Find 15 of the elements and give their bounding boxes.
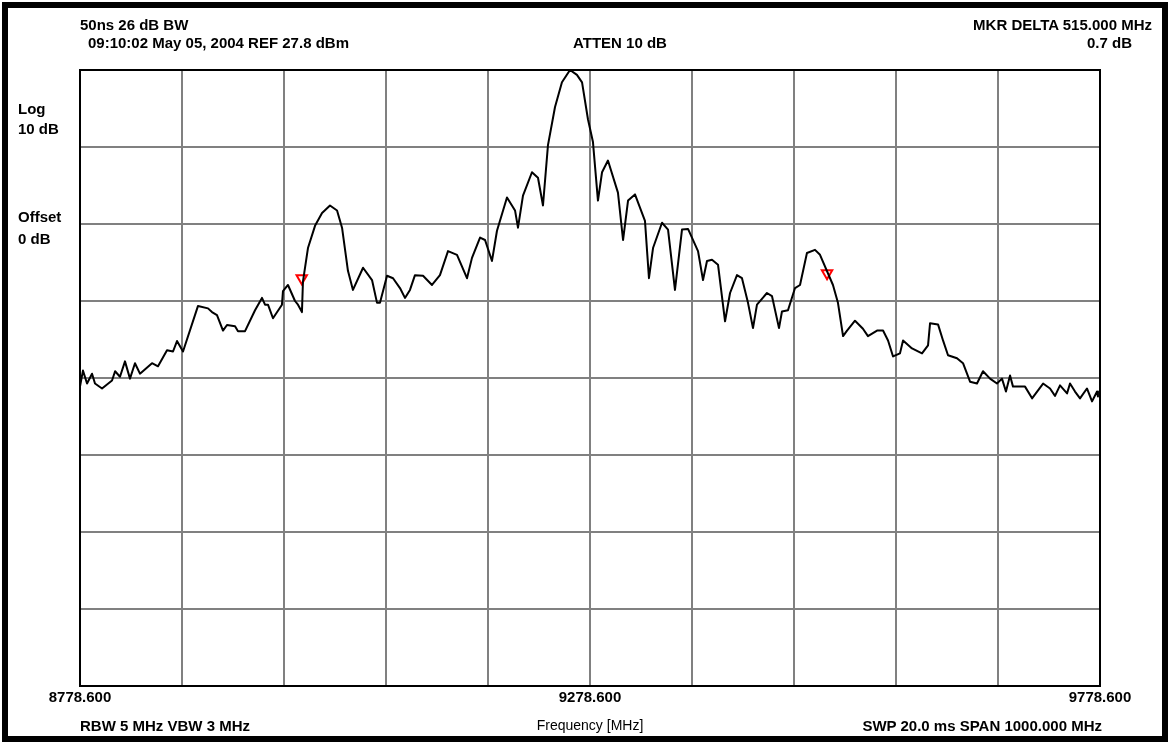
text: 09:10:02 May 05, 2004 REF 27.8 dBm (88, 34, 349, 52)
x-tick-label: 9778.600 (1068, 688, 1132, 706)
text: 0.7 dB (1086, 34, 1132, 52)
text: RBW 5 MHz VBW 3 MHz (80, 717, 250, 735)
text: Offset (18, 208, 62, 226)
chart-title: 50ns 26 dB BW (80, 16, 189, 34)
text: Log (18, 100, 46, 118)
text: 0 dB (18, 230, 51, 248)
x-tick-label: 9278.600 (558, 688, 622, 706)
text: 10 dB (18, 120, 59, 138)
text: SWP 20.0 ms SPAN 1000.000 MHz (862, 717, 1102, 735)
text: MKR DELTA 515.000 MHz (973, 16, 1152, 34)
text: ATTEN 10 dB (573, 34, 667, 52)
x-axis-title: Frequency [MHz] (536, 716, 644, 734)
x-tick-label: 8778.600 (48, 688, 112, 706)
